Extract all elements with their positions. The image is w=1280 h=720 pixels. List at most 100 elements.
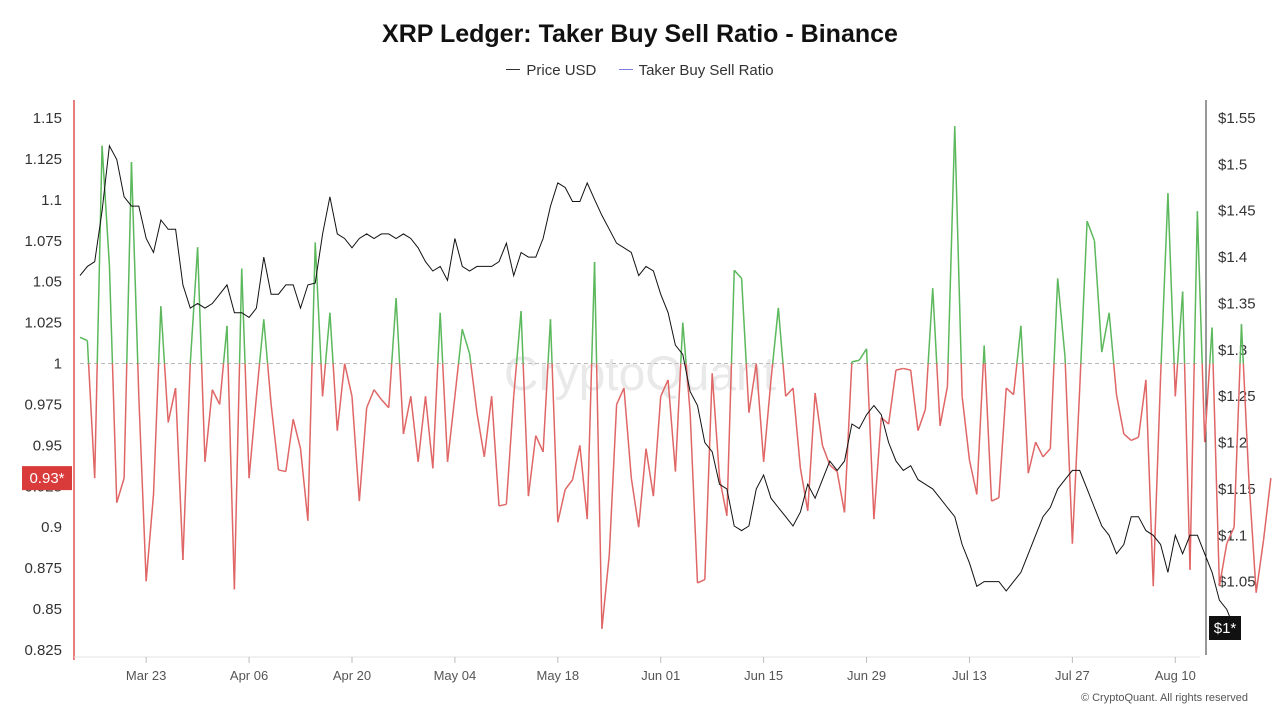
ratio-segment [782, 363, 787, 397]
ratio-segment [1174, 363, 1179, 397]
ratio-segment [96, 145, 103, 364]
right-current-badge [1209, 616, 1241, 640]
ratio-segment [998, 388, 1007, 498]
right-tick-label: $1.45 [1218, 203, 1256, 220]
ratio-segment [126, 162, 133, 364]
legend-ratio-swatch [618, 68, 633, 70]
right-tick-label: $1.35 [1218, 295, 1256, 312]
ratio-segment [432, 363, 439, 469]
x-tick-label: Jun 15 [744, 668, 783, 683]
ratio-segment [895, 367, 904, 371]
ratio-segment [1160, 193, 1169, 364]
left-current-badge [22, 466, 72, 491]
ratio-segment [470, 363, 478, 413]
ratio-segment [351, 396, 361, 502]
ratio-segment [424, 396, 434, 469]
legend-item-price[interactable]: Price USD [506, 62, 596, 79]
ratio-segment [968, 459, 978, 495]
ratio-segment [240, 268, 246, 364]
ratio-segment [680, 322, 684, 364]
ratio-segment [637, 448, 647, 528]
ratio-segment [270, 404, 280, 471]
ratio-segment [439, 312, 444, 364]
legend-item-ratio[interactable]: Taker Buy Sell Ratio [618, 62, 774, 79]
left-tick-label: 0.9 [41, 519, 62, 536]
ratio-segment [551, 363, 559, 523]
x-tick-label: May 18 [536, 668, 579, 683]
legend-price-swatch [506, 68, 521, 70]
ratio-segment [1212, 363, 1221, 587]
ratio-segment [836, 471, 846, 513]
ratio-segment [1086, 220, 1096, 242]
ratio-segment [93, 363, 98, 479]
ratio-segment [402, 396, 412, 435]
ratio-segment [278, 469, 286, 473]
ratio-segment [441, 363, 449, 462]
ratio-segment [1112, 363, 1118, 395]
ratio-segment [1130, 436, 1139, 442]
ratio-segment [960, 363, 963, 397]
right-tick-label: $1.05 [1218, 574, 1256, 591]
ratio-segment [1193, 211, 1199, 364]
ratio-segment [263, 319, 269, 364]
ratio-segment [211, 389, 221, 405]
x-tick-label: Jul 13 [952, 668, 987, 683]
ratio-segment [557, 489, 566, 523]
ratio-segment [887, 369, 897, 425]
ratio-segment [343, 363, 353, 397]
ratio-segment [623, 388, 633, 479]
price-line [79, 144, 1235, 629]
ratio-segment [924, 363, 929, 410]
ratio-segment [873, 417, 883, 520]
ratio-segment [332, 363, 339, 431]
ratio-segment [961, 396, 971, 461]
left-tick-label: 0.825 [24, 642, 62, 659]
ratio-segment [108, 265, 114, 364]
copyright-text: © CryptoQuant. All rights reserved [1080, 692, 1248, 704]
ratio-segment [843, 363, 853, 513]
ratio-segment [1108, 312, 1115, 364]
ratio-segment [946, 363, 949, 387]
legend-price-label: Price USD [526, 62, 597, 79]
left-tick-label: 1.1 [41, 192, 62, 209]
ratio-segment [865, 348, 868, 364]
ratio-segment [292, 419, 302, 449]
ratio-segment [571, 445, 581, 480]
ratio-segment [1211, 327, 1214, 364]
ratio-segment [542, 363, 549, 452]
ratio-segment [1233, 363, 1241, 528]
ratio-segment [512, 363, 518, 397]
chart-title: XRP Ledger: Taker Buy Sell Ratio - Binan… [382, 20, 898, 48]
left-tick-label: 0.95 [33, 437, 62, 454]
ratio-segment [329, 312, 334, 364]
x-tick-label: Jul 27 [1055, 668, 1090, 683]
ratio-segment [336, 363, 346, 431]
ratio-segment [976, 363, 985, 495]
ratio-segment [226, 325, 229, 364]
ratio-segment [160, 306, 166, 364]
ratio-segment [137, 363, 140, 397]
ratio-segment [954, 126, 962, 364]
ratio-segment [939, 386, 949, 426]
ratio-segment [718, 477, 728, 516]
ratio-segment [285, 419, 294, 472]
legend: Price USD Taker Buy Sell Ratio [0, 62, 1280, 79]
ratio-segment [1027, 441, 1037, 474]
right-tick-label: $1.15 [1218, 481, 1256, 498]
ratio-segment [398, 363, 405, 434]
ratio-segment [1152, 376, 1162, 587]
ratio-segment [200, 363, 206, 462]
ratio-segment [689, 412, 699, 583]
ratio-segment [1181, 291, 1186, 364]
ratio-segment [390, 298, 397, 364]
left-tick-label: 0.85 [33, 601, 62, 618]
ratio-segment [505, 396, 515, 505]
ratio-segment [1042, 448, 1051, 458]
ratio-segment [1218, 543, 1228, 587]
ratio-segment [593, 262, 598, 364]
ratio-segment [152, 363, 160, 495]
ratio-segment [87, 363, 96, 479]
right-tick-label: $1.2 [1218, 435, 1247, 452]
ratio-segment [1071, 388, 1081, 544]
ratio-segment [595, 363, 603, 629]
